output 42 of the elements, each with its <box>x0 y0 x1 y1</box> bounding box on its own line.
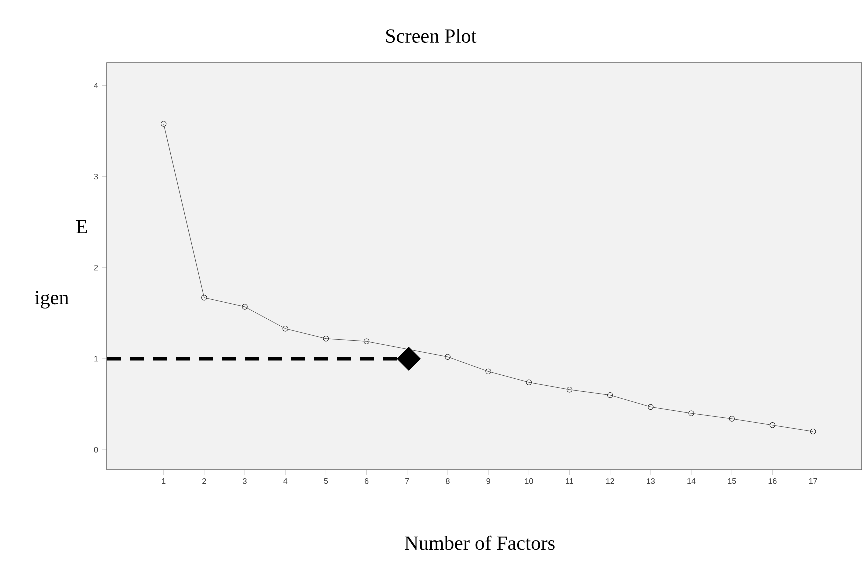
x-tick-label: 5 <box>324 478 328 484</box>
point <box>688 410 694 416</box>
x-tick-label: 12 <box>606 478 614 484</box>
point <box>445 354 451 360</box>
point <box>729 416 735 422</box>
point <box>810 428 816 435</box>
x-axis-title: Number of Factors <box>405 536 555 550</box>
x-tick-label: 3 <box>243 478 247 484</box>
x-tick-label: 15 <box>728 478 736 484</box>
text: E <box>76 220 88 234</box>
point <box>202 295 208 301</box>
x-tick-label: 13 <box>647 478 656 484</box>
point <box>566 387 573 393</box>
point <box>526 380 532 386</box>
point <box>607 392 614 398</box>
y-tick-label: 3 <box>94 174 98 180</box>
x-tick-label: 1 <box>162 478 166 484</box>
point <box>242 304 248 310</box>
point <box>770 422 776 428</box>
y-tick-label: 0 <box>94 447 98 453</box>
x-tick-label: 6 <box>364 478 369 484</box>
y-tick-label: 2 <box>94 265 98 271</box>
x-tick-label: 9 <box>486 478 490 484</box>
point <box>364 338 370 344</box>
x-tick-label: 10 <box>525 478 534 484</box>
x-tick-label: 11 <box>566 478 574 484</box>
chart-title: Screen Plot <box>386 28 477 44</box>
point <box>160 121 167 127</box>
point <box>486 368 492 375</box>
x-tick-label: 7 <box>406 478 410 484</box>
x-tick-label: 14 <box>688 478 696 484</box>
y-tick-label: 1 <box>94 356 98 362</box>
y-tick-label: 4 <box>94 83 98 89</box>
x-tick-label: 2 <box>202 478 206 484</box>
x-tick-label: 16 <box>768 478 777 484</box>
point <box>648 404 654 410</box>
point <box>282 326 288 332</box>
x-tick-label: 4 <box>284 478 288 484</box>
text: igen <box>35 291 69 309</box>
point <box>323 336 330 342</box>
x-tick-label: 8 <box>446 478 450 484</box>
x-tick-label: 17 <box>809 478 818 484</box>
